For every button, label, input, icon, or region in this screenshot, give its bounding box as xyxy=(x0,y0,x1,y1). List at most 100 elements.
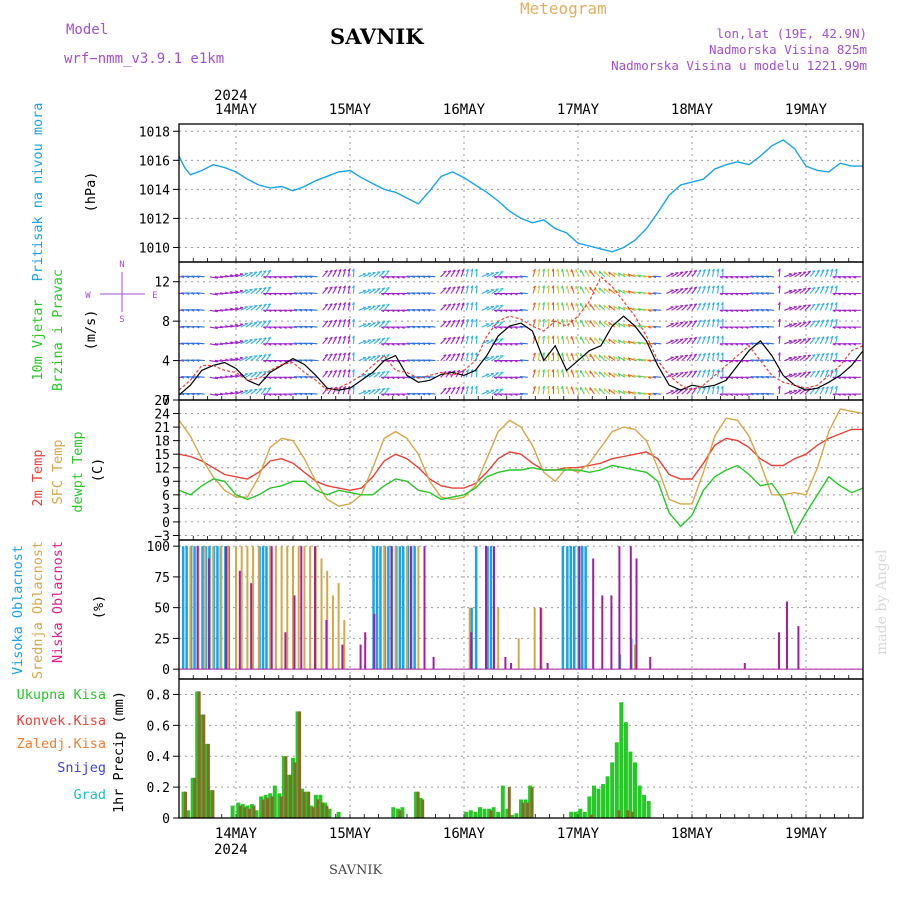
wind-arrowhead xyxy=(235,324,238,325)
wind-arrow xyxy=(558,369,559,377)
precip-bar-ukupna xyxy=(610,762,614,818)
wind-arrowhead xyxy=(235,341,238,342)
date-label-bottom: 16MAY xyxy=(443,826,486,842)
cloud-bar-niska xyxy=(649,657,651,669)
wind-arrowhead xyxy=(500,272,503,273)
wind-arrow xyxy=(563,336,564,344)
wind-arrow xyxy=(572,353,574,361)
cloud-bar-niska xyxy=(610,595,612,669)
cloud-bar-niska xyxy=(579,546,581,669)
ytick-label: 1014 xyxy=(139,183,170,198)
cloud-bar-niska xyxy=(744,663,746,669)
wind-arrowhead xyxy=(566,336,567,339)
wind-arrowhead xyxy=(566,319,567,322)
wind-arrow xyxy=(585,287,589,294)
precip-bar-konvek xyxy=(243,807,246,818)
ytick-label: 24 xyxy=(154,408,170,423)
wind-arrowhead xyxy=(789,341,792,342)
wind-arrowhead xyxy=(171,327,174,328)
wind-arrowhead xyxy=(803,305,806,306)
wind-arrowhead xyxy=(789,290,792,291)
wind-arrowhead xyxy=(566,269,567,272)
cloud-bar-niska xyxy=(618,546,620,669)
wind-arrowhead xyxy=(571,370,572,373)
precip-bar-konvek xyxy=(531,787,534,818)
series-line-sfc-temp xyxy=(179,409,863,506)
cloud-bar-visoka xyxy=(584,546,587,669)
wind-arrow xyxy=(585,387,589,394)
wind-arrow xyxy=(563,369,564,377)
cloud-bar-srednja xyxy=(281,546,283,669)
precip-bar-ukupna xyxy=(638,786,642,818)
wind-arrowhead xyxy=(377,389,380,390)
mid-cloud-ylabel: Srednja Oblacnost xyxy=(30,541,46,679)
ytick-label: 0 xyxy=(162,516,170,531)
wind-arrowhead xyxy=(685,389,688,390)
ytick-label: 50 xyxy=(154,602,170,617)
date-label-top: 19MAY xyxy=(785,102,828,118)
date-label-top: 14MAY xyxy=(215,102,258,118)
legend-freezing-rain: Zaledj.Kisa xyxy=(17,736,106,752)
wind-arrowhead xyxy=(382,322,385,323)
precip-bar-ukupna xyxy=(601,784,605,818)
compass-west: W xyxy=(85,291,91,301)
cloud-bar-visoka xyxy=(581,546,584,669)
compass-south: S xyxy=(119,315,124,325)
precip-bar-ukupna xyxy=(337,812,341,818)
precip-bar-ukupna xyxy=(574,812,578,818)
wind-arrowhead xyxy=(571,286,572,289)
precip-bar-ukupna xyxy=(624,722,628,818)
wind-arrowhead xyxy=(808,288,811,289)
wind-arrowhead xyxy=(259,355,262,356)
precip-bar-konvek xyxy=(626,810,629,818)
wind-arrows xyxy=(171,269,861,396)
wind-arrow xyxy=(581,337,585,344)
wind-arrowhead xyxy=(235,358,238,359)
cloud-bar-srednja xyxy=(518,638,520,669)
wind-arrowhead xyxy=(235,391,238,392)
wind-arrowhead xyxy=(259,305,262,306)
ytick-label: 1012 xyxy=(139,212,170,227)
precip-bar-konvek xyxy=(193,778,196,818)
wind-arrowhead xyxy=(240,357,243,358)
wind-arrowhead xyxy=(259,288,262,289)
ytick-label: 1018 xyxy=(139,125,170,140)
sfc-temp-ylabel: SFC Temp xyxy=(50,439,66,504)
wind-arrowhead xyxy=(254,322,257,323)
wind-arrow xyxy=(572,387,574,395)
wind-arrowhead xyxy=(595,354,596,357)
cloud-bar-visoka xyxy=(193,546,196,669)
wind-arrow xyxy=(572,286,574,294)
cloud-bar-niska xyxy=(373,614,375,669)
wind-arrowhead xyxy=(595,321,596,324)
wind-arrow xyxy=(581,270,585,277)
cloud-bar-visoka xyxy=(262,546,265,669)
wind-arrowhead xyxy=(685,322,688,323)
precip-bar-konvek xyxy=(417,792,420,818)
wind-arrowhead xyxy=(259,372,262,373)
cloud-bar-srednja xyxy=(204,546,206,669)
cloud-bar-niska xyxy=(470,632,472,669)
cloud-bar-srednja xyxy=(246,546,248,669)
date-label-top: 16MAY xyxy=(443,102,486,118)
precip-bar-konvek xyxy=(490,810,493,818)
cloud-bar-srednja xyxy=(275,546,277,669)
wind-arrowhead xyxy=(443,288,446,289)
precip-bar-konvek xyxy=(321,803,324,818)
wind-arrowhead xyxy=(171,310,174,311)
wind-arrow xyxy=(558,336,559,344)
cloud-bar-niska xyxy=(364,632,366,669)
ytick-label: 8 xyxy=(162,315,170,330)
cloud-bar-niska xyxy=(510,663,512,669)
wind-arrow xyxy=(590,270,595,277)
wind-arrow xyxy=(558,302,559,310)
precip-bar-konvek xyxy=(239,806,242,818)
pressure-unit: (hPa) xyxy=(83,172,99,213)
cloud-bar-niska xyxy=(271,546,273,669)
wind-arrowhead xyxy=(566,386,567,389)
ytick-label: 100 xyxy=(147,540,170,555)
precip-bar-konvek xyxy=(316,800,319,819)
cloud-bar-srednja xyxy=(321,559,323,670)
watermark: made by Angel xyxy=(874,549,890,655)
precip-bar-konvek xyxy=(522,803,525,818)
